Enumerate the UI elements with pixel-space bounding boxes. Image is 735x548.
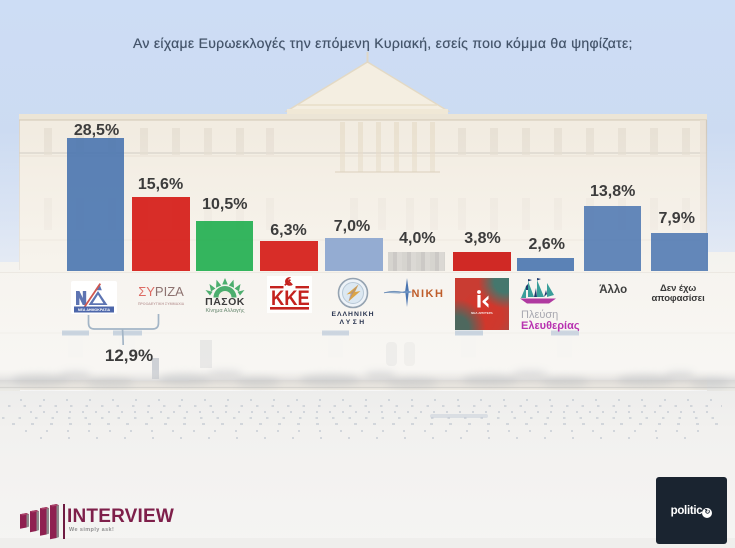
- svg-text:ΝΕΑ ΑΡΙΣΤΕΡΑ: ΝΕΑ ΑΡΙΣΤΕΡΑ: [471, 311, 493, 315]
- svg-text:KKE: KKE: [271, 287, 310, 311]
- svg-text:ΝΕΑ ΔΗΜΟΚΡΑΤΙΑ: ΝΕΑ ΔΗΜΟΚΡΑΤΙΑ: [78, 308, 111, 312]
